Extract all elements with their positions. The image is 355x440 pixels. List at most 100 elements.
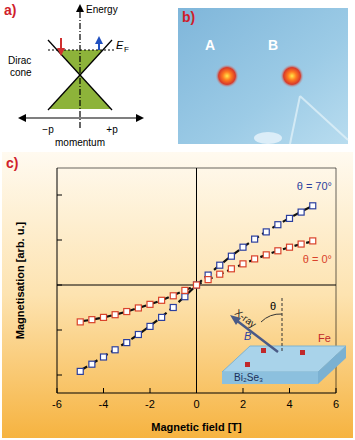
data-point — [89, 317, 95, 323]
data-point — [101, 314, 107, 320]
data-point — [135, 332, 141, 338]
panel-label: b) — [182, 9, 195, 25]
x-tick-label: -6 — [52, 398, 62, 410]
panel-a: a) Energy Diraccone EF −p +pmomentum — [4, 2, 144, 148]
data-point — [298, 241, 304, 247]
momentum-label: +p — [106, 124, 118, 135]
data-point — [194, 282, 200, 288]
y-tick — [57, 375, 62, 376]
x-tick-label: 4 — [286, 398, 292, 410]
data-point — [182, 287, 188, 293]
x-tick — [103, 388, 104, 393]
data-point — [170, 305, 176, 311]
data-point — [112, 347, 118, 353]
spot-label: B — [268, 37, 278, 53]
data-point — [159, 297, 165, 303]
data-point — [89, 361, 95, 367]
data-point — [263, 252, 269, 258]
axis-label: momentum — [55, 137, 105, 148]
data-point — [287, 215, 293, 221]
field-label: B — [244, 330, 251, 342]
y-tick — [57, 240, 62, 241]
data-point — [170, 293, 176, 299]
data-group — [77, 203, 316, 375]
data-point — [205, 277, 211, 283]
fermi-label-sub: F — [124, 45, 129, 54]
data-point — [182, 294, 188, 300]
data-point — [159, 314, 165, 320]
data-point — [252, 256, 258, 262]
normal-line — [282, 298, 283, 352]
x-tick — [57, 388, 58, 393]
inset: X-ray θ B Fe Bi₂Se₃ — [222, 298, 346, 384]
data-point — [298, 209, 304, 215]
energy-axis — [79, 10, 80, 128]
x-tick-label: 6 — [333, 398, 339, 410]
x-tick — [289, 388, 290, 393]
fe-atom — [245, 362, 250, 367]
cone-label: Dirac — [8, 55, 31, 66]
data-point — [252, 236, 258, 242]
data-point — [101, 354, 107, 360]
x-tick — [336, 388, 337, 393]
data-point — [124, 309, 130, 315]
xray-beam — [236, 320, 278, 352]
angle-arc — [261, 314, 282, 322]
x-tick-label: -2 — [145, 398, 155, 410]
angle-label: θ — [270, 300, 276, 312]
data-point — [310, 203, 316, 209]
data-point — [228, 253, 234, 259]
data-point — [124, 340, 130, 346]
data-point — [275, 248, 281, 254]
y-axis-label: Magnetisation [arb. u.] — [14, 221, 26, 339]
stm-image — [178, 8, 348, 144]
x-tick — [150, 388, 151, 393]
panel-b: b) A B — [178, 8, 348, 144]
y-tick — [57, 195, 62, 196]
fermi-label: E — [116, 39, 124, 51]
y-tick — [57, 285, 62, 286]
figure: a)EnergyDiracconeEF−p+pmomentumb)AB-6-4-… — [0, 0, 355, 440]
fit-line — [80, 241, 313, 321]
fit-line — [80, 206, 313, 371]
momentum-axis — [24, 117, 138, 118]
panel-c: -6 -4 -2 0 2 4 6 Magnetic field [T] Magnetisatio… — [2, 152, 353, 438]
data-point — [240, 244, 246, 250]
substrate-label: Bi₂Se₃ — [234, 372, 263, 383]
arrow-head — [76, 4, 84, 12]
spot-label: A — [205, 37, 215, 53]
zero-line — [196, 168, 197, 393]
adatom-spot — [280, 64, 304, 88]
x-tick-label: -4 — [99, 398, 109, 410]
cone-label: cone — [10, 67, 32, 78]
data-point — [275, 222, 281, 228]
arrow-head — [57, 48, 65, 56]
data-point — [217, 262, 223, 268]
panel-label: a) — [4, 2, 16, 18]
fe-atom — [300, 350, 305, 355]
data-point — [287, 244, 293, 250]
momentum-label: −p — [42, 124, 54, 135]
panel-background — [2, 152, 353, 438]
x-tick — [196, 388, 197, 393]
panel-label: c) — [6, 155, 18, 171]
step-edge — [290, 96, 348, 144]
x-tick-label: 2 — [240, 398, 246, 410]
arrow-head — [136, 114, 144, 122]
data-point — [217, 271, 223, 277]
data-point — [77, 368, 83, 374]
arrow-head — [95, 36, 103, 44]
data-point — [147, 323, 153, 329]
axis-label: Energy — [86, 4, 118, 15]
y-tick — [57, 330, 62, 331]
arrow-head — [18, 114, 26, 122]
x-axis-label: Magnetic field [T] — [151, 421, 242, 433]
data-point — [310, 238, 316, 244]
beam-label: X-ray — [233, 307, 259, 330]
adatom-label: Fe — [318, 332, 331, 344]
data-point — [77, 319, 83, 325]
x-tick-label: 0 — [193, 398, 199, 410]
x-tick — [243, 388, 244, 393]
data-point — [112, 312, 118, 318]
adatom-spot — [215, 64, 239, 88]
